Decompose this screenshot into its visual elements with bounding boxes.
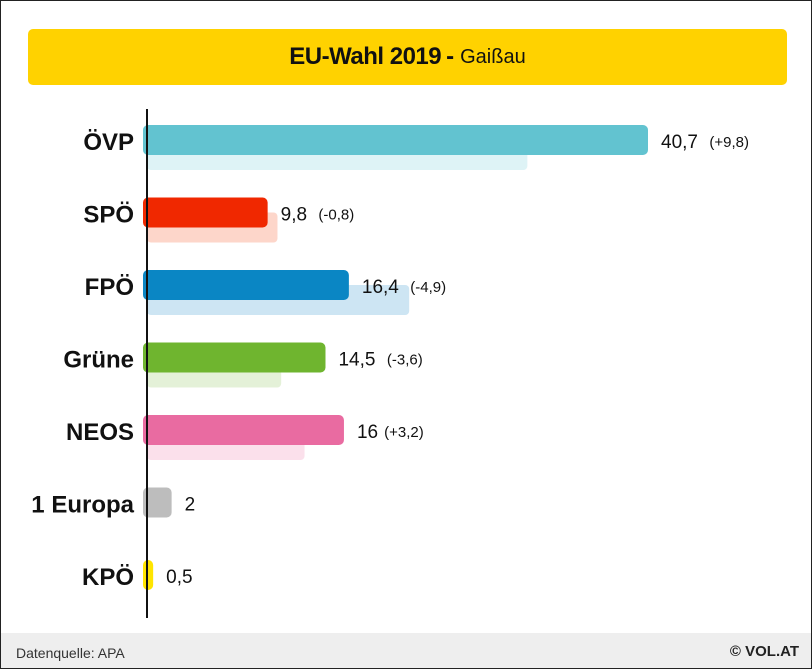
category-label: ÖVP xyxy=(83,129,134,156)
value-label: 16,4 xyxy=(362,277,399,298)
bar xyxy=(143,342,326,373)
value-label: 9,8 xyxy=(281,205,307,226)
bar xyxy=(143,560,154,590)
title-separator: - xyxy=(446,43,455,70)
title-bar: EU-Wahl 2019 - Gaißau xyxy=(28,29,787,85)
value-label: 14,5 xyxy=(338,350,375,371)
bar-chart: ÖVP 40,7 (+9,8) SPÖ 9,8 (-0,8) FPÖ 16,4 (-4,9) Gr… xyxy=(31,109,749,618)
category-label: 1 Europa xyxy=(31,492,134,519)
change-label: (-3,6) xyxy=(387,352,423,369)
bar xyxy=(143,415,344,445)
chart-title: EU-Wahl 2019 xyxy=(289,43,442,70)
copyright: © VOL.AT xyxy=(729,643,799,660)
category-label: Grüne xyxy=(63,347,134,374)
bar xyxy=(143,487,172,518)
category-label: SPÖ xyxy=(83,202,134,229)
data-source: Datenquelle: APA xyxy=(16,645,125,661)
category-label: KPÖ xyxy=(82,564,134,591)
change-label: (-4,9) xyxy=(410,279,446,296)
value-label: 0,5 xyxy=(166,567,192,588)
category-label: FPÖ xyxy=(85,274,134,301)
change-label: (+9,8) xyxy=(709,134,749,151)
value-label: 2 xyxy=(185,495,196,516)
bar xyxy=(143,125,648,155)
footer: Datenquelle: APA © VOL.AT xyxy=(1,633,811,668)
bar xyxy=(143,197,268,228)
change-label: (+3,2) xyxy=(384,424,424,441)
value-label: 16 xyxy=(357,422,378,443)
value-label: 40,7 xyxy=(661,132,698,153)
bar xyxy=(143,270,349,300)
category-label: NEOS xyxy=(66,419,134,446)
change-label: (-0,8) xyxy=(318,207,354,224)
chart-subtitle: Gaißau xyxy=(460,45,526,68)
